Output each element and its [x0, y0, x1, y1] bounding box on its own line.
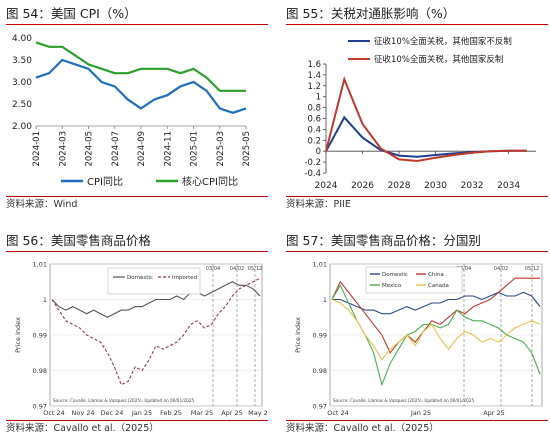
y-tick-label: 1 [43, 296, 47, 304]
y-axis-label: Price Index [294, 317, 302, 353]
y-tick-label: 1.01 [313, 261, 327, 269]
y-tick-label: 0.97 [33, 403, 47, 411]
x-tick-label: Oct 24 [43, 409, 65, 417]
x-tick-label: Apr 25 [221, 409, 243, 417]
cpi-yoy-line [35, 58, 247, 114]
event-label: 03/04 [206, 266, 220, 272]
y-tick-label: 0.4 [307, 125, 321, 135]
event-label: 05/12 [248, 266, 262, 272]
y-tick-label: 3.50 [12, 56, 32, 66]
imported-line [51, 277, 261, 386]
panel-4-source: 资料来源：Cavallo et al.（2025） [286, 420, 548, 435]
source-note: Source: Cavallo, Llamas & Vazquez (2025)… [333, 398, 475, 403]
legend-label: Domestic [127, 275, 153, 281]
source-note: Source: Cavallo, Llamas & Vazquez (2025)… [53, 398, 195, 403]
y-tick-label: 1.4 [307, 71, 321, 81]
x-tick-label: Feb 25 [160, 409, 182, 417]
legend-label: CPI同比 [87, 176, 123, 188]
legend-label: Domestic [382, 272, 408, 278]
panel-1-title: 图 54：美国 CPI（%） [6, 4, 268, 25]
canada-line [331, 298, 541, 361]
panel-2-source: 资料来源：PIIE [286, 196, 548, 211]
retail-price-by-country-chart: 1.01 1 0.99 0.98 0.97 Price Index 03/04 04/02 05… [294, 261, 543, 417]
x-tick-label: 2024-01 [32, 131, 42, 167]
x-tick-label: 2024-09 [137, 131, 147, 167]
legend-box [107, 267, 201, 295]
x-tick-label: 2024-03 [58, 131, 68, 167]
panel-3-title: 图 56：美国零售商品价格 [6, 231, 268, 252]
y-tick-label: 1.01 [33, 261, 47, 269]
x-tick-label: Oct 24 [327, 409, 349, 417]
y-tick-label: 0.99 [33, 332, 47, 340]
core-cpi-yoy-line [35, 41, 246, 92]
retail-price-chart: 1.01 1 0.99 0.98 0.97 Price Index 03/04 04/02 05… [14, 261, 268, 418]
x-tick-label: 2025-01 [190, 131, 200, 167]
y-tick-label: 1.6 [307, 60, 321, 70]
y-tick-label: 1 [323, 296, 327, 304]
x-tick-label: May 25 [248, 409, 268, 417]
y-tick-label: 4.00 [12, 34, 32, 44]
x-tick-label: Dec 24 [101, 409, 124, 417]
x-tick-label: 2024-11 [163, 131, 173, 167]
x-tick-label: 2024-07 [111, 131, 121, 167]
x-tick-label: 2034 [497, 181, 520, 191]
legend-label: China [428, 272, 444, 278]
y-tick-label: 2.50 [12, 100, 32, 110]
y-tick-label: 0.8 [307, 104, 321, 114]
tariff-inflation-chart: 1.61.41.210.80.60.40.20-0.2-0.4 2024 2026 2… [304, 36, 536, 191]
x-tick-label: 2024 [315, 181, 338, 191]
y-tick-label: 0.98 [313, 367, 327, 375]
x-tick-label: 2025-03 [216, 131, 226, 167]
y-tick-label: -0.2 [304, 158, 321, 168]
y-tick-label: 2.00 [12, 122, 32, 132]
y-tick-label: 0.98 [33, 367, 47, 375]
y-tick-label: 0.6 [307, 115, 321, 125]
y-tick-label: 0 [316, 147, 321, 157]
y-tick-label: 0.97 [313, 403, 327, 411]
y-tick-label: 0.99 [313, 332, 327, 340]
x-tick-label: 2030 [424, 181, 447, 191]
event-label: 03/04 [457, 266, 471, 272]
panel-1-source: 资料来源：Wind [6, 196, 268, 211]
y-tick-label: 1.2 [307, 82, 321, 92]
x-tick-label: 2026 [351, 181, 374, 191]
y-tick-label: -0.4 [304, 169, 321, 179]
x-tick-label: 2025-05 [242, 131, 252, 167]
legend-label: Mexico [382, 283, 402, 289]
legend-label: 征收10%全面关税，其他国家不反制 [374, 36, 512, 47]
y-tick-label: 0.2 [307, 136, 321, 146]
legend-label: 征收10%全面关税，其他国家反制 [374, 54, 503, 65]
x-tick-label: 2032 [461, 181, 484, 191]
y-tick-label: 1 [316, 93, 321, 103]
y-axis-label: Price Index [14, 317, 22, 353]
event-label: 04/02 [494, 266, 508, 272]
legend-label: Imported [172, 275, 197, 281]
domestic-line [51, 281, 261, 318]
event-label: 04/02 [230, 266, 244, 272]
x-tick-label: Mar 25 [191, 409, 214, 417]
domestic-line [332, 291, 541, 315]
legend-box [365, 266, 463, 294]
panel-2-title: 图 55：关税对通胀影响（%） [286, 4, 548, 25]
x-tick-label: Jan 25 [131, 409, 152, 417]
x-tick-label: Apr 25 [483, 409, 505, 417]
x-tick-label: Jan 25 [410, 409, 431, 417]
x-tick-label: 2024-05 [85, 131, 95, 167]
panel-4-title: 图 57：美国零售商品价格：分国别 [286, 231, 548, 252]
panel-3-source: 资料来源：Cavallo et al.（2025） [6, 420, 268, 435]
legend-label: Canada [428, 283, 449, 289]
x-tick-label: Nov 24 [71, 409, 94, 417]
x-tick-label: 2028 [388, 181, 411, 191]
event-label: 05/12 [525, 266, 539, 272]
y-tick-label: 3.00 [12, 78, 32, 88]
retaliation-line [325, 76, 527, 163]
mexico-line [331, 284, 541, 387]
china-line [331, 277, 540, 354]
legend-label: 核心CPI同比 [182, 175, 238, 188]
